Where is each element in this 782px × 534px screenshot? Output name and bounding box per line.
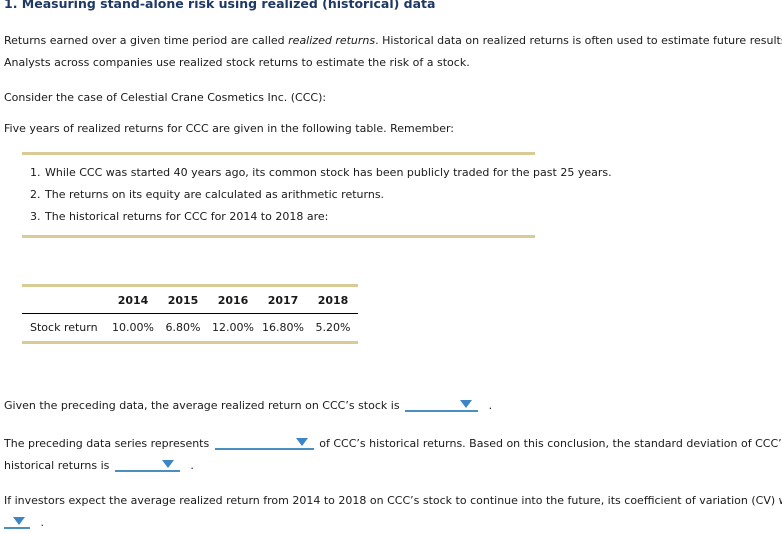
question-average-return-text: Given the preceding data, the average re… [4,399,400,412]
stock-return-value: 6.80% [165,321,201,334]
stock-return-value: 5.20% [315,321,351,334]
stock-return-value: 16.80% [262,321,304,334]
question-cv-line2: . [4,512,782,534]
question-average-return: Given the preceding data, the average re… [4,395,782,417]
chevron-down-icon [295,438,308,446]
consider-paragraph: Consider the case of Celestial Crane Cos… [4,91,327,104]
intro-line-1: Returns earned over a given time period … [4,30,782,52]
chevron-down-icon [460,400,473,408]
sentence-period: . [190,459,194,472]
year-header: 2016 [208,285,258,314]
note-item: 3. The historical returns for CCC for 20… [30,206,535,228]
std-dev-dropdown[interactable] [114,459,180,472]
table-row: Stock return 10.00% 6.80% 12.00% 16.80% … [22,314,358,343]
five-years-paragraph: Five years of realized returns for CCC a… [4,122,455,135]
stock-return-value: 10.00% [112,321,154,334]
intro-paragraph: Returns earned over a given time period … [4,30,782,74]
year-header: 2017 [258,285,308,314]
chevron-down-icon [13,517,25,525]
note-number: 2. [30,188,41,201]
data-series-text-post: of CCC’s historical returns. Based on th… [319,437,782,450]
note-item: 2. The returns on its equity are calcula… [30,184,535,206]
note-number: 1. [30,166,41,179]
intro-line-2: Analysts across companies use realized s… [4,56,470,69]
chevron-down-icon [161,460,174,468]
historical-returns-table: 2014 2015 2016 2017 2018 Stock return 10… [22,284,358,344]
note-text: The returns on its equity are calculated… [45,188,385,201]
table-corner-cell [22,285,108,314]
year-header: 2014 [108,285,158,314]
question-data-series-line2: historical returns is . [4,455,782,477]
note-text: The historical returns for CCC for 2014 … [45,210,329,223]
question-cv: If investors expect the average realized… [4,490,782,534]
page-title: 1. Measuring stand-alone risk using real… [4,0,436,11]
std-dev-text-pre: historical returns is [4,459,110,472]
intro-line1-pre: Returns earned over a given time period … [4,34,289,47]
table-header-row: 2014 2015 2016 2017 2018 [22,285,358,314]
question-cv-line1: If investors expect the average realized… [4,494,782,507]
question-data-series-line1: The preceding data series represents of … [4,433,782,455]
average-return-dropdown[interactable] [405,399,479,412]
note-text: While CCC was started 40 years ago, its … [45,166,612,179]
stock-return-value: 12.00% [212,321,254,334]
sentence-period: . [488,399,493,412]
year-header: 2018 [308,285,358,314]
note-number: 3. [30,210,41,223]
data-series-dropdown[interactable] [214,437,314,450]
intro-line1-italic: realized returns [288,34,376,47]
data-series-text-pre: The preceding data series represents [4,437,210,450]
intro-line1-post: . Historical data on realized returns is… [375,34,782,47]
row-label: Stock return [30,321,98,334]
notes-box: 1. While CCC was started 40 years ago, i… [22,152,612,238]
year-header: 2015 [158,285,208,314]
note-item: 1. While CCC was started 40 years ago, i… [30,162,612,184]
question-data-series: The preceding data series represents of … [4,433,782,477]
